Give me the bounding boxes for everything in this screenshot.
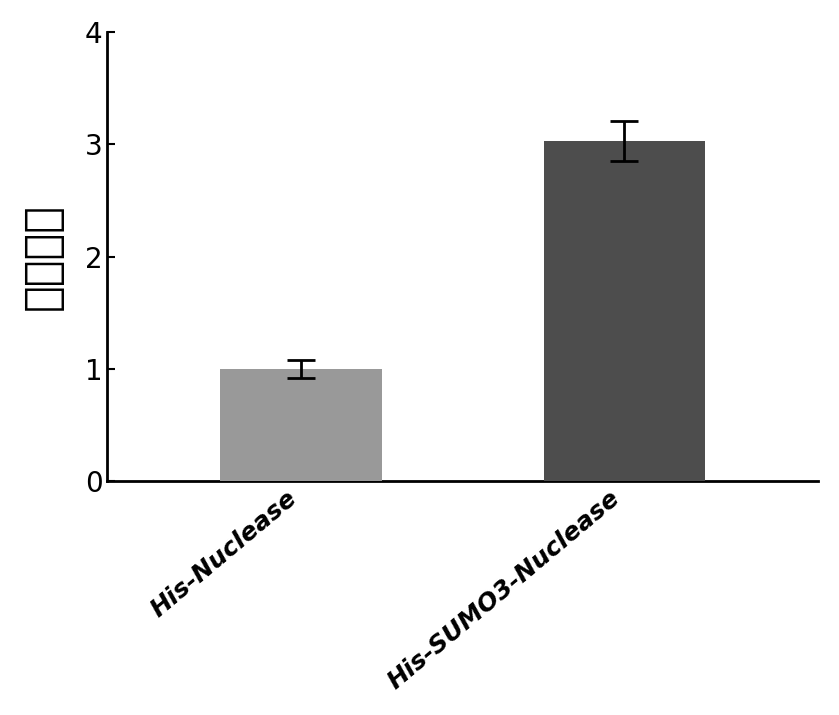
Y-axis label: 相对活性: 相对活性	[21, 203, 64, 310]
Bar	[221, 369, 382, 481]
Bar	[544, 141, 705, 481]
